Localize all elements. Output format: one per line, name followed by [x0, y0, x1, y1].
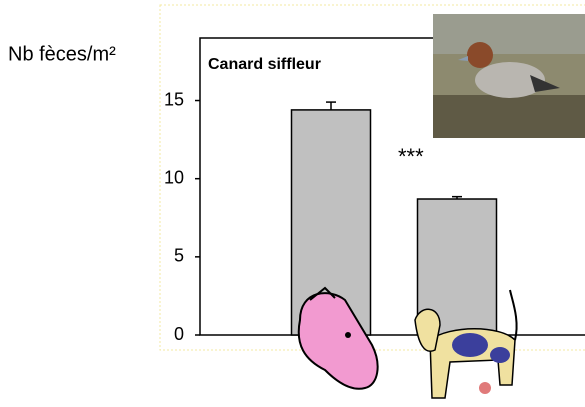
plot-box [199, 37, 585, 336]
y-tick-label: 0 [174, 324, 184, 344]
cow-icon [414, 289, 518, 399]
y-axis-label: Nb fèces/m² [8, 43, 116, 65]
annotation: *** [398, 144, 424, 169]
panel-label: Canard siffleur [208, 56, 321, 73]
duck-photo [433, 14, 585, 138]
y-tick-label: 10 [164, 167, 184, 187]
y-tick-label: 15 [164, 89, 184, 109]
y-tick-label: 5 [174, 246, 184, 266]
horse-icon [297, 286, 379, 390]
